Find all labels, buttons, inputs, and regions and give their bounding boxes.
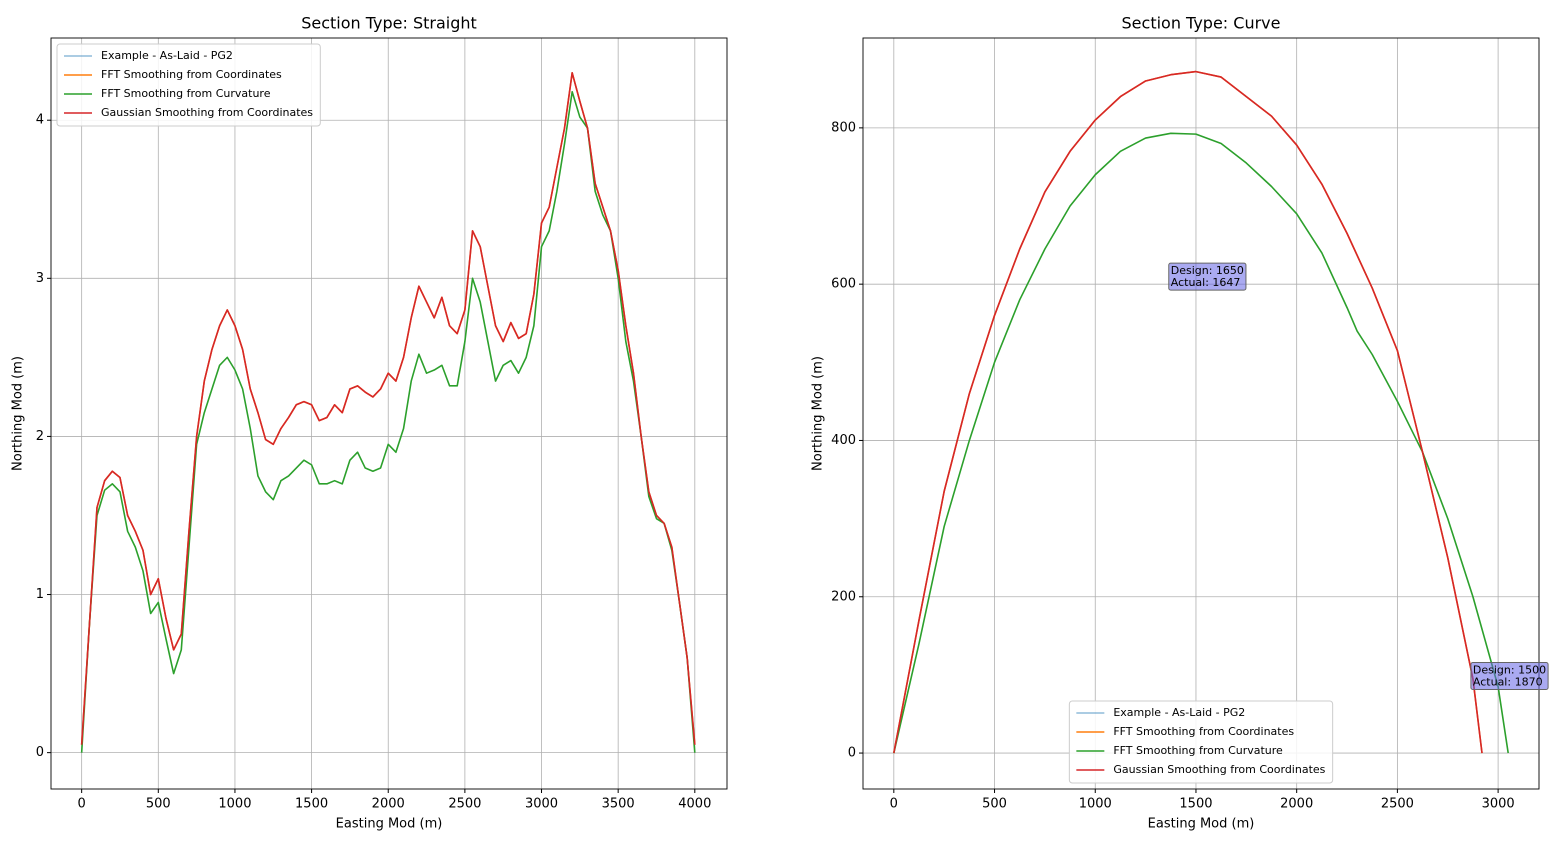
y-tick-label: 400 (831, 433, 856, 448)
y-tick-label: 2 (36, 429, 44, 444)
x-tick-label: 2500 (448, 797, 481, 812)
x-tick-label: 0 (890, 797, 898, 812)
series-line (80, 71, 696, 745)
series-line (893, 70, 1483, 754)
legend-label: Example - As-Laid - PG2 (1113, 706, 1245, 719)
series-line (893, 132, 1509, 754)
legend-entry: Example - As-Laid - PG2 (64, 49, 233, 62)
legend-label: FFT Smoothing from Curvature (101, 87, 271, 100)
legend-box (56, 43, 321, 127)
legend: Example - As-Laid - PG2 FFT Smoothing fro… (1068, 700, 1334, 784)
annotation-text: Actual: 1647 (1171, 276, 1241, 289)
annotation-text: Actual: 1870 (1473, 675, 1543, 688)
annotation-box (1168, 262, 1247, 291)
legend-box (1068, 700, 1334, 784)
annotation-text: Design: 1650 (1171, 264, 1244, 277)
y-tick-label: 800 (831, 120, 856, 135)
legend-label: Example - As-Laid - PG2 (101, 49, 233, 62)
legend-entry: FFT Smoothing from Curvature (1076, 744, 1283, 757)
x-tick-label: 3500 (602, 797, 635, 812)
x-axis-label: Easting Mod (m) (336, 817, 443, 832)
x-tick-label: 3000 (1482, 797, 1515, 812)
x-tick-label: 1000 (1079, 797, 1112, 812)
legend-label: Gaussian Smoothing from Coordinates (1113, 763, 1325, 776)
chart-title: Section Type: Straight (301, 14, 477, 33)
y-tick-label: 1 (36, 587, 44, 602)
x-tick-label: 2500 (1381, 797, 1414, 812)
x-axis-label: Easting Mod (m) (1148, 817, 1255, 832)
legend-entry: FFT Smoothing from Coordinates (1076, 725, 1294, 738)
legend-label: FFT Smoothing from Coordinates (1113, 725, 1294, 738)
y-axis-label: Northing Mod (m) (11, 356, 26, 471)
chart-title: Section Type: Curve (1122, 14, 1281, 33)
legend-label: Gaussian Smoothing from Coordinates (101, 106, 313, 119)
subplot: 0 500 1000 1500 2000 2500 3000 0 200 400 600 800 Sec… (811, 14, 1549, 832)
series-line (893, 71, 1483, 754)
y-tick-label: 600 (831, 277, 856, 292)
legend-entry: Gaussian Smoothing from Coordinates (64, 106, 313, 119)
y-tick-label: 0 (36, 745, 44, 760)
y-axis-label: Northing Mod (m) (811, 356, 826, 471)
x-tick-label: 2000 (372, 797, 405, 812)
x-tick-label: 1500 (295, 797, 328, 812)
x-tick-label: 1000 (218, 797, 251, 812)
x-tick-label: 500 (982, 797, 1007, 812)
series-line (893, 70, 1483, 754)
axes-frame (50, 37, 728, 790)
legend: Example - As-Laid - PG2 FFT Smoothing fro… (56, 43, 321, 127)
y-tick-label: 3 (36, 271, 44, 286)
subplot: 0 500 1000 1500 2000 2500 3000 3500 4000 0 1 2 3 4 Sec… (11, 14, 728, 832)
annotation-box (1470, 661, 1549, 690)
x-tick-label: 1500 (1179, 797, 1212, 812)
y-tick-label: 0 (848, 746, 856, 761)
x-tick-label: 500 (146, 797, 171, 812)
legend-label: FFT Smoothing from Coordinates (101, 68, 282, 81)
y-tick-label: 4 (36, 113, 44, 128)
axes-frame (862, 37, 1540, 790)
annotation-text: Design: 1500 (1473, 663, 1546, 676)
x-tick-label: 0 (78, 797, 86, 812)
legend-entry: Example - As-Laid - PG2 (1076, 706, 1245, 719)
legend-entry: Gaussian Smoothing from Coordinates (1076, 763, 1326, 776)
legend-entry: FFT Smoothing from Curvature (64, 87, 271, 100)
x-tick-label: 4000 (678, 797, 711, 812)
x-tick-label: 3000 (525, 797, 558, 812)
y-tick-label: 200 (831, 589, 856, 604)
legend-label: FFT Smoothing from Curvature (1113, 744, 1283, 757)
legend-entry: FFT Smoothing from Coordinates (64, 68, 282, 81)
x-tick-label: 2000 (1280, 797, 1313, 812)
